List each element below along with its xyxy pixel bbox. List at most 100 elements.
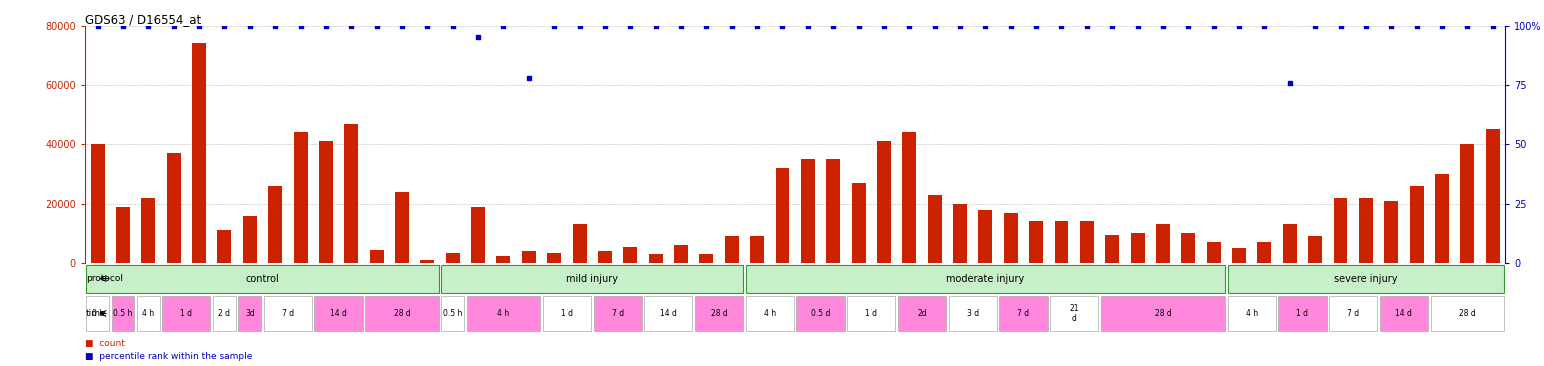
Bar: [750, 236, 764, 263]
Bar: [1434, 174, 1448, 263]
Bar: [624, 247, 638, 263]
Point: [440, 23, 465, 29]
Bar: [1283, 224, 1297, 263]
Point: [136, 23, 161, 29]
Bar: [1227, 265, 1504, 292]
Point: [1048, 23, 1073, 29]
Point: [289, 23, 313, 29]
Bar: [366, 296, 438, 331]
Bar: [1431, 296, 1504, 331]
Bar: [446, 253, 460, 263]
Bar: [344, 124, 358, 263]
Text: 1 d: 1 d: [181, 309, 193, 318]
Bar: [86, 265, 438, 292]
Point: [644, 23, 669, 29]
Bar: [724, 236, 738, 263]
Text: 1 d: 1 d: [1297, 309, 1308, 318]
Text: severe injury: severe injury: [1334, 273, 1397, 284]
Bar: [1101, 296, 1224, 331]
Bar: [928, 195, 942, 263]
Point: [567, 23, 591, 29]
Bar: [269, 186, 283, 263]
Bar: [1130, 233, 1144, 263]
Bar: [826, 159, 840, 263]
Bar: [395, 192, 409, 263]
Text: 7 d: 7 d: [1348, 309, 1359, 318]
Bar: [598, 251, 611, 263]
Point: [415, 23, 440, 29]
Bar: [1410, 186, 1424, 263]
Text: moderate injury: moderate injury: [946, 273, 1025, 284]
Bar: [191, 44, 205, 263]
Bar: [948, 296, 997, 331]
Text: control: control: [245, 273, 279, 284]
Text: 0.5 h: 0.5 h: [443, 309, 462, 318]
Bar: [238, 296, 261, 331]
Bar: [142, 198, 156, 263]
Point: [1481, 23, 1505, 29]
Text: 4 h: 4 h: [497, 309, 510, 318]
Text: 14 d: 14 d: [659, 309, 676, 318]
Bar: [264, 296, 312, 331]
Point: [1303, 23, 1328, 29]
Bar: [899, 296, 946, 331]
Text: 21
d: 21 d: [1070, 304, 1079, 323]
Point: [389, 23, 414, 29]
Text: 4 h: 4 h: [1246, 309, 1258, 318]
Bar: [1334, 198, 1348, 263]
Bar: [162, 296, 210, 331]
Point: [338, 23, 363, 29]
Bar: [116, 207, 130, 263]
Text: 3d: 3d: [245, 309, 255, 318]
Bar: [902, 132, 916, 263]
Point: [1126, 23, 1150, 29]
Text: 1 d: 1 d: [560, 309, 573, 318]
Bar: [137, 296, 159, 331]
Bar: [644, 296, 692, 331]
Bar: [111, 296, 134, 331]
Bar: [369, 250, 383, 263]
Bar: [801, 159, 815, 263]
Point: [618, 23, 642, 29]
Point: [1024, 23, 1048, 29]
Bar: [675, 245, 689, 263]
Text: ■  count: ■ count: [85, 339, 125, 348]
Text: 7 d: 7 d: [1017, 309, 1030, 318]
Point: [744, 23, 769, 29]
Bar: [852, 183, 866, 263]
Text: 1 d: 1 d: [865, 309, 877, 318]
Text: 28 d: 28 d: [710, 309, 727, 318]
Bar: [1232, 248, 1246, 263]
Bar: [167, 153, 181, 263]
Point: [948, 23, 973, 29]
Point: [1403, 23, 1428, 29]
Point: [720, 23, 744, 29]
Point: [795, 23, 820, 29]
Point: [1328, 23, 1353, 29]
Text: 2 d: 2 d: [218, 309, 230, 318]
Bar: [1308, 236, 1322, 263]
Point: [1354, 23, 1379, 29]
Point: [187, 23, 212, 29]
Point: [1277, 80, 1302, 86]
Bar: [420, 260, 434, 263]
Point: [313, 23, 338, 29]
Bar: [293, 132, 307, 263]
Point: [111, 23, 136, 29]
Bar: [1055, 221, 1068, 263]
Text: 28 d: 28 d: [1459, 309, 1476, 318]
Point: [846, 23, 871, 29]
Bar: [471, 207, 485, 263]
Point: [999, 23, 1024, 29]
Point: [1454, 23, 1479, 29]
Point: [466, 34, 491, 40]
Point: [922, 23, 946, 29]
Point: [85, 23, 110, 29]
Bar: [593, 296, 642, 331]
Bar: [1004, 213, 1017, 263]
Text: 3 d: 3 d: [967, 309, 979, 318]
Point: [1201, 23, 1226, 29]
Point: [364, 23, 389, 29]
Bar: [775, 168, 789, 263]
Text: 28 d: 28 d: [394, 309, 411, 318]
